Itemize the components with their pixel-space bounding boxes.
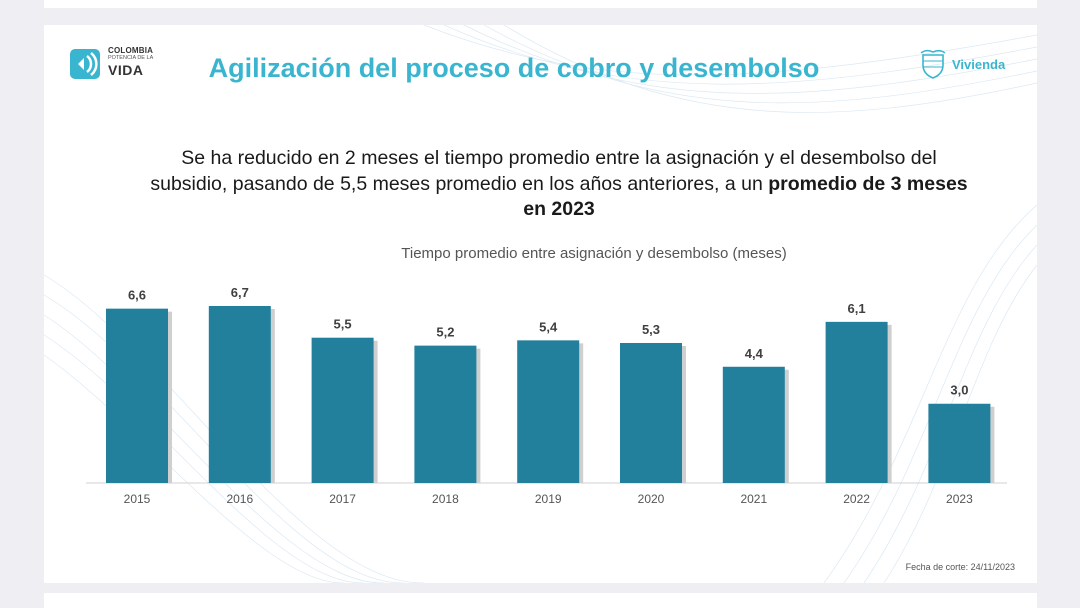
data-label-2016: 6,7 <box>231 285 249 300</box>
x-tick-label-2016: 2016 <box>226 492 253 506</box>
logo-line-vida: VIDA <box>108 61 144 78</box>
data-label-2023: 3,0 <box>950 383 968 398</box>
x-tick-label-2021: 2021 <box>740 492 767 506</box>
logo-line-colombia: COLOMBIA <box>108 46 154 55</box>
vivienda-logo-text: Vivienda <box>952 57 1006 72</box>
x-tick-label-2018: 2018 <box>432 492 459 506</box>
x-tick-label-2017: 2017 <box>329 492 356 506</box>
data-label-2020: 5,3 <box>642 322 660 337</box>
chart-title: Tiempo promedio entre asignación y desem… <box>401 245 787 262</box>
slide: COLOMBIA POTENCIA DE LA VIDA Agilización… <box>44 25 1037 583</box>
summary-body: Se ha reducido en 2 meses el tiempo prom… <box>150 147 937 195</box>
coat-of-arms-icon <box>920 49 946 79</box>
bar-2022 <box>825 321 888 483</box>
x-tick-label-2022: 2022 <box>843 492 870 506</box>
bar-2020 <box>620 342 682 483</box>
data-label-2019: 5,4 <box>539 319 558 334</box>
vivienda-logo: Vivienda <box>920 49 1030 81</box>
x-tick-label-2015: 2015 <box>124 492 151 506</box>
bar-2016 <box>208 306 271 483</box>
bar-2015 <box>106 308 168 483</box>
bar-2019 <box>517 340 580 483</box>
bar-chart: 6,6 2015 6,7 2016 5,5 2017 5,2 2018 5,4 2019 5,3 20… <box>86 285 1007 506</box>
summary-text: Se ha reducido en 2 meses el tiempo prom… <box>144 146 974 223</box>
x-tick-label-2023: 2023 <box>946 492 973 506</box>
data-label-2021: 4,4 <box>745 346 764 361</box>
colombia-logo-text: COLOMBIA POTENCIA DE LA VIDA <box>108 47 153 77</box>
data-label-2015: 6,6 <box>128 288 146 303</box>
bar-2018 <box>414 345 477 483</box>
summary-highlight: promedio de 3 meses en 2023 <box>523 172 968 221</box>
data-label-2017: 5,5 <box>334 317 352 332</box>
bar-2021 <box>722 366 785 483</box>
data-label-2018: 5,2 <box>436 325 454 340</box>
x-tick-label-2020: 2020 <box>638 492 665 506</box>
x-tick-label-2019: 2019 <box>535 492 562 506</box>
bar-2017 <box>311 337 374 483</box>
page-title: Agilización del proceso de cobro y desem… <box>208 53 820 83</box>
colombia-potencia-de-la-vida-logo: COLOMBIA POTENCIA DE LA VIDA <box>70 47 170 81</box>
bar-2023 <box>928 403 991 483</box>
logo-line-potencia: POTENCIA DE LA <box>108 55 154 61</box>
top-page-strip <box>44 0 1037 8</box>
data-label-2022: 6,1 <box>848 301 866 316</box>
cutoff-date-note: Fecha de corte: 24/11/2023 <box>905 562 1015 572</box>
colombia-logo-icon <box>70 49 100 79</box>
bottom-page-strip <box>44 593 1037 608</box>
